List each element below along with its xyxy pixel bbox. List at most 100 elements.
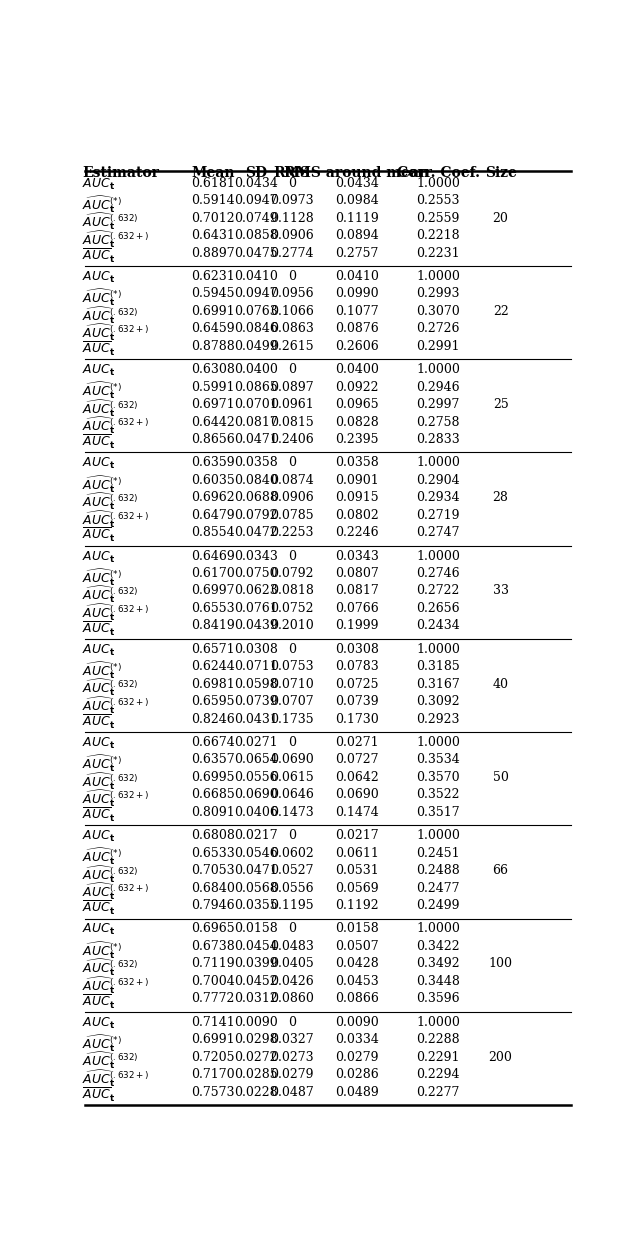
Text: $AUC_{\mathbf{t}}$: $AUC_{\mathbf{t}}$ xyxy=(83,270,116,285)
Text: 0.6479: 0.6479 xyxy=(191,509,235,522)
Text: 0.0874: 0.0874 xyxy=(270,474,314,487)
Text: 0.0499: 0.0499 xyxy=(234,339,278,353)
Text: 0.0642: 0.0642 xyxy=(335,771,379,784)
Text: 0.0802: 0.0802 xyxy=(335,509,379,522)
Text: 0.0158: 0.0158 xyxy=(234,922,278,935)
Text: 0.2451: 0.2451 xyxy=(416,846,460,860)
Text: 0.6181: 0.6181 xyxy=(191,177,235,190)
Text: 25: 25 xyxy=(493,398,509,411)
Text: $\widehat{AUC}_{\mathbf{t}}^{(.632)}$: $\widehat{AUC}_{\mathbf{t}}^{(.632)}$ xyxy=(83,305,139,326)
Text: 0.2758: 0.2758 xyxy=(417,416,460,428)
Text: 0.0507: 0.0507 xyxy=(335,940,379,953)
Text: 0.0817: 0.0817 xyxy=(234,416,278,428)
Text: 0.0298: 0.0298 xyxy=(234,1033,278,1046)
Text: 0.2833: 0.2833 xyxy=(416,433,460,446)
Text: 0.6965: 0.6965 xyxy=(191,922,235,935)
Text: 0.7772: 0.7772 xyxy=(191,992,235,1006)
Text: $\widehat{AUC}_{\mathbf{t}}^{(*)}$: $\widehat{AUC}_{\mathbf{t}}^{(*)}$ xyxy=(83,754,122,774)
Text: 0.0956: 0.0956 xyxy=(270,287,314,301)
Text: 0.0285: 0.0285 xyxy=(234,1068,278,1081)
Text: $\widehat{AUC}_{\mathbf{t}}^{(.632)}$: $\widehat{AUC}_{\mathbf{t}}^{(.632)}$ xyxy=(83,771,139,791)
Text: 0.2991: 0.2991 xyxy=(417,339,460,353)
Text: $\widehat{AUC}_{\mathbf{t}}^{(.632)}$: $\widehat{AUC}_{\mathbf{t}}^{(.632)}$ xyxy=(83,492,139,512)
Text: 1.0000: 1.0000 xyxy=(416,177,460,190)
Text: 0.3570: 0.3570 xyxy=(416,771,460,784)
Text: 0.0454: 0.0454 xyxy=(234,940,278,953)
Text: SD: SD xyxy=(245,166,267,180)
Text: $\widehat{AUC}_{\mathbf{t}}^{(*)}$: $\widehat{AUC}_{\mathbf{t}}^{(*)}$ xyxy=(83,1033,122,1053)
Text: 0.0973: 0.0973 xyxy=(270,195,314,207)
Text: 0.0727: 0.0727 xyxy=(335,754,378,766)
Text: 0.0707: 0.0707 xyxy=(270,695,314,708)
Text: $AUC_{\mathbf{t}}$: $AUC_{\mathbf{t}}$ xyxy=(83,829,116,844)
Text: 66: 66 xyxy=(493,864,509,877)
Text: 0.2615: 0.2615 xyxy=(270,339,314,353)
Text: 0.6995: 0.6995 xyxy=(191,771,235,784)
Text: 0.0556: 0.0556 xyxy=(270,881,314,895)
Text: $\widehat{AUC}_{\mathbf{t}}^{(*)}$: $\widehat{AUC}_{\mathbf{t}}^{(*)}$ xyxy=(83,660,122,681)
Text: $\widehat{AUC}_{\mathbf{t}}^{(.632)}$: $\widehat{AUC}_{\mathbf{t}}^{(.632)}$ xyxy=(83,398,139,419)
Text: $\overline{AUC}_{\mathbf{t}}$: $\overline{AUC}_{\mathbf{t}}$ xyxy=(83,806,116,824)
Text: 0.0472: 0.0472 xyxy=(234,527,278,539)
Text: 0.3517: 0.3517 xyxy=(416,806,460,819)
Text: 0.0866: 0.0866 xyxy=(335,992,379,1006)
Text: $\widehat{AUC}_{\mathbf{t}}^{(.632)}$: $\widehat{AUC}_{\mathbf{t}}^{(.632)}$ xyxy=(83,1051,139,1071)
Text: 0.2559: 0.2559 xyxy=(417,212,460,225)
Text: $\widehat{AUC}_{\mathbf{t}}^{(.632)}$: $\widehat{AUC}_{\mathbf{t}}^{(.632)}$ xyxy=(83,212,139,232)
Text: 0.6308: 0.6308 xyxy=(191,363,235,376)
Text: 0.6035: 0.6035 xyxy=(191,474,235,487)
Text: 0.0546: 0.0546 xyxy=(234,846,278,860)
Text: 0.0399: 0.0399 xyxy=(234,957,278,971)
Text: 0.6431: 0.6431 xyxy=(191,230,235,242)
Text: 0.3522: 0.3522 xyxy=(417,789,460,801)
Text: $\overline{AUC}_{\mathbf{t}}$: $\overline{AUC}_{\mathbf{t}}$ xyxy=(83,899,116,917)
Text: 0.2757: 0.2757 xyxy=(335,247,378,260)
Text: 0.2406: 0.2406 xyxy=(270,433,314,446)
Text: 0.2434: 0.2434 xyxy=(416,619,460,633)
Text: 0.6357: 0.6357 xyxy=(191,754,235,766)
Text: 0.6442: 0.6442 xyxy=(191,416,235,428)
Text: 0.0358: 0.0358 xyxy=(335,457,379,469)
Text: 0.0749: 0.0749 xyxy=(234,212,278,225)
Text: 0.0763: 0.0763 xyxy=(234,305,278,318)
Text: 0.2946: 0.2946 xyxy=(416,381,460,393)
Text: 0.0410: 0.0410 xyxy=(335,270,379,283)
Text: 0.0406: 0.0406 xyxy=(234,806,278,819)
Text: 0.0308: 0.0308 xyxy=(234,643,278,655)
Text: 0.2294: 0.2294 xyxy=(417,1068,460,1081)
Text: 0.6808: 0.6808 xyxy=(191,829,235,842)
Text: $\overline{AUC}_{\mathbf{t}}$: $\overline{AUC}_{\mathbf{t}}$ xyxy=(83,713,116,731)
Text: 0.8554: 0.8554 xyxy=(191,527,235,539)
Text: 0.2726: 0.2726 xyxy=(417,322,460,336)
Text: $AUC_{\mathbf{t}}$: $AUC_{\mathbf{t}}$ xyxy=(83,177,116,192)
Text: 0.6459: 0.6459 xyxy=(191,322,235,336)
Text: 0.0452: 0.0452 xyxy=(234,975,278,988)
Text: 0.2774: 0.2774 xyxy=(270,247,314,260)
Text: $\widehat{AUC}_{\mathbf{t}}^{(*)}$: $\widehat{AUC}_{\mathbf{t}}^{(*)}$ xyxy=(83,567,122,588)
Text: 0.0840: 0.0840 xyxy=(234,474,278,487)
Text: 0.0487: 0.0487 xyxy=(270,1086,314,1098)
Text: 0.0343: 0.0343 xyxy=(234,549,278,563)
Text: $\widehat{AUC}_{\mathbf{t}}^{(.632)}$: $\widehat{AUC}_{\mathbf{t}}^{(.632)}$ xyxy=(83,864,139,885)
Text: 0.0090: 0.0090 xyxy=(335,1016,379,1028)
Text: 0.6962: 0.6962 xyxy=(191,492,235,504)
Text: 0.0865: 0.0865 xyxy=(234,381,278,393)
Text: 0.2488: 0.2488 xyxy=(416,864,460,877)
Text: 0.8897: 0.8897 xyxy=(191,247,235,260)
Text: 0.0984: 0.0984 xyxy=(335,195,379,207)
Text: 0.8656: 0.8656 xyxy=(191,433,235,446)
Text: $\widehat{AUC}_{\mathbf{t}}^{(.632+)}$: $\widehat{AUC}_{\mathbf{t}}^{(.632+)}$ xyxy=(83,789,150,809)
Text: 0.0863: 0.0863 xyxy=(270,322,314,336)
Text: $\widehat{AUC}_{\mathbf{t}}^{(.632+)}$: $\widehat{AUC}_{\mathbf{t}}^{(.632+)}$ xyxy=(83,230,150,250)
Text: 0.0475: 0.0475 xyxy=(234,247,278,260)
Text: 0.0753: 0.0753 xyxy=(270,660,314,673)
Text: $\widehat{AUC}_{\mathbf{t}}^{(.632+)}$: $\widehat{AUC}_{\mathbf{t}}^{(.632+)}$ xyxy=(83,602,150,623)
Text: 0.2291: 0.2291 xyxy=(417,1051,460,1063)
Text: 0.2719: 0.2719 xyxy=(417,509,460,522)
Text: $\widehat{AUC}_{\mathbf{t}}^{(*)}$: $\widehat{AUC}_{\mathbf{t}}^{(*)}$ xyxy=(83,287,122,308)
Text: 0.0894: 0.0894 xyxy=(335,230,379,242)
Text: 0.0965: 0.0965 xyxy=(335,398,379,411)
Text: $\widehat{AUC}_{\mathbf{t}}^{(.632+)}$: $\widehat{AUC}_{\mathbf{t}}^{(.632+)}$ xyxy=(83,416,150,437)
Text: 0.6685: 0.6685 xyxy=(191,789,235,801)
Text: 0.0947: 0.0947 xyxy=(234,287,278,301)
